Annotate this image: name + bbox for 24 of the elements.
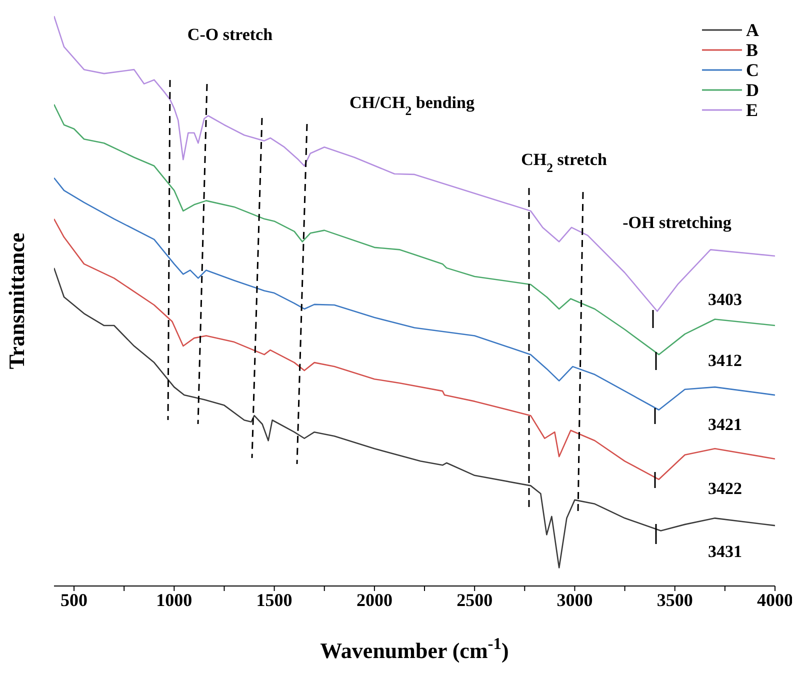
x-tick-label: 3500 bbox=[656, 590, 693, 610]
x-tick-label: 2000 bbox=[356, 590, 392, 610]
annotation: 3421 bbox=[708, 415, 742, 434]
annotation: CH/CH$_{2}$ bending bbox=[350, 93, 475, 118]
x-tick-label: 2500 bbox=[456, 590, 493, 610]
x-axis-title: Wavenumber (cm$^{-1}$) bbox=[320, 634, 509, 663]
annotation: 3403 bbox=[708, 290, 742, 309]
annotation: 3412 bbox=[708, 351, 742, 370]
legend-label: D bbox=[746, 80, 759, 100]
annotation: C-O stretch bbox=[187, 25, 274, 44]
legend-label: E bbox=[746, 100, 758, 120]
x-tick-label: 1000 bbox=[156, 590, 192, 610]
legend-label: B bbox=[746, 40, 758, 60]
y-axis-title: Transmittance bbox=[4, 232, 29, 370]
x-tick-label: 500 bbox=[60, 590, 88, 610]
annotation: CH$_{2}$ stretch bbox=[521, 150, 608, 175]
annotation: -OH stretching bbox=[622, 213, 732, 232]
annotation: 3431 bbox=[708, 542, 742, 561]
legend-label: C bbox=[746, 60, 759, 80]
x-tick-label: 3000 bbox=[556, 590, 593, 610]
legend-label: A bbox=[746, 20, 759, 40]
x-tick-label: 4000 bbox=[757, 590, 793, 610]
x-tick-label: 1500 bbox=[256, 590, 292, 610]
annotation: 3422 bbox=[708, 479, 742, 498]
